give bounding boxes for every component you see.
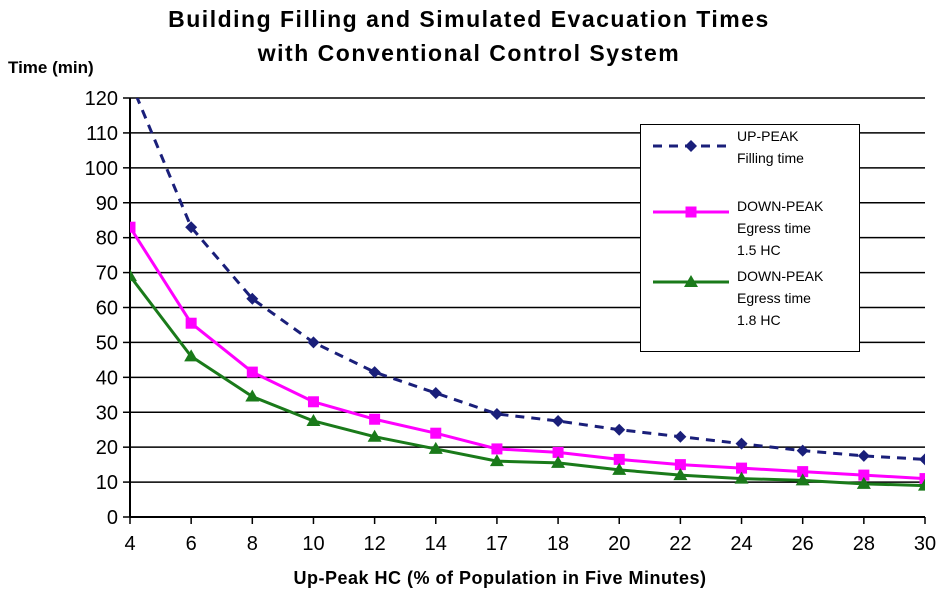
y-tick-label: 40: [96, 367, 118, 389]
x-tick-label: 30: [914, 533, 936, 555]
data-point-down-peak-1-8: [245, 389, 260, 402]
series-down-peak-1-5: [130, 221, 925, 485]
data-point-down-peak-1-5: [130, 221, 136, 233]
data-point-up-peak: [919, 453, 925, 466]
data-point-up-peak: [429, 387, 442, 400]
data-point-up-peak: [490, 407, 503, 420]
series-down-peak-1-8: [130, 269, 925, 491]
y-tick-label: 50: [96, 332, 118, 354]
y-axis-label: Time (min): [8, 58, 94, 77]
y-tick-label: 60: [96, 298, 118, 320]
data-point-down-peak-1-8: [918, 478, 925, 491]
data-point-down-peak-1-8: [612, 462, 627, 475]
chart-title-line1: Building Filling and Simulated Evacuatio…: [168, 6, 770, 32]
series-up-peak: [124, 75, 925, 466]
data-point-down-peak-1-8: [428, 441, 443, 454]
y-tick-label: 120: [85, 88, 118, 110]
x-tick-label: 20: [608, 533, 630, 555]
x-tick-label: 18: [547, 533, 569, 555]
x-tick-label: 8: [247, 533, 258, 555]
x-tick-label: 10: [302, 533, 324, 555]
data-point-up-peak: [368, 366, 381, 379]
x-tick-label: 26: [792, 533, 814, 555]
x-tick-label: 12: [363, 533, 385, 555]
y-tick-label: 30: [96, 402, 118, 424]
series-line-down-peak-1-5: [130, 226, 925, 481]
data-point-down-peak-1-8: [367, 429, 382, 442]
y-tick-label: 20: [96, 437, 118, 459]
legend-swatch-down-peak-1-8: [653, 275, 729, 287]
data-point-down-peak-1-5: [369, 413, 381, 425]
data-point-down-peak-1-8: [856, 476, 871, 489]
x-tick-label: 24: [730, 533, 752, 555]
data-point-down-peak-1-5: [307, 396, 319, 408]
legend-marker-up-peak: [685, 140, 697, 152]
x-tick-label: 14: [425, 533, 447, 555]
data-point-down-peak-1-5: [919, 473, 925, 485]
legend-label-up-peak: UP-PEAK Filling time: [737, 128, 804, 166]
y-tick-label: 90: [96, 193, 118, 215]
data-point-up-peak: [796, 444, 809, 457]
data-point-down-peak-1-5: [736, 462, 748, 474]
data-point-down-peak-1-8: [673, 468, 688, 481]
x-tick-label: 22: [669, 533, 691, 555]
legend-swatch-down-peak-1-5: [653, 206, 729, 218]
data-point-up-peak: [552, 414, 565, 427]
data-point-down-peak-1-5: [246, 366, 258, 378]
data-point-down-peak-1-5: [430, 427, 442, 439]
y-tick-label: 70: [96, 263, 118, 285]
data-point-down-peak-1-5: [552, 446, 564, 458]
legend-marker-down-peak-1-8: [684, 275, 698, 287]
data-point-up-peak: [674, 430, 687, 443]
data-point-down-peak-1-8: [184, 349, 199, 362]
legend: UP-PEAK Filling time DOWN-PEAK Egress ti…: [640, 124, 860, 352]
data-point-down-peak-1-8: [489, 454, 504, 467]
data-point-down-peak-1-5: [797, 466, 809, 478]
data-point-down-peak-1-5: [613, 453, 625, 465]
data-point-up-peak: [246, 292, 259, 305]
legend-label-down-peak-1-5: DOWN-PEAK Egress time 1.5 HC: [737, 198, 824, 258]
y-tick-label: 110: [86, 123, 118, 145]
x-tick-label: 4: [124, 533, 135, 555]
legend-swatch-up-peak: [653, 140, 729, 152]
data-point-down-peak-1-5: [858, 469, 870, 481]
legend-marker-down-peak-1-5: [685, 206, 697, 218]
data-point-down-peak-1-5: [185, 317, 197, 329]
legend-label-down-peak-1-8: DOWN-PEAK Egress time 1.8 HC: [737, 268, 824, 328]
data-point-up-peak: [857, 449, 870, 462]
y-tick-label: 80: [96, 228, 118, 250]
data-point-down-peak-1-5: [491, 443, 503, 455]
data-point-up-peak: [124, 75, 136, 87]
y-tick-label: 0: [107, 507, 118, 529]
data-point-up-peak: [735, 437, 748, 450]
data-point-down-peak-1-8: [734, 471, 749, 484]
chart-title-line2: with Conventional Control System: [257, 40, 681, 66]
data-point-down-peak-1-5: [674, 459, 686, 471]
data-point-down-peak-1-8: [306, 413, 321, 426]
x-axis-label: Up-Peak HC (% of Population in Five Minu…: [293, 568, 707, 588]
x-tick-label: 17: [486, 533, 508, 555]
data-point-down-peak-1-8: [551, 455, 566, 468]
y-tick-label: 10: [96, 472, 118, 494]
x-tick-label: 6: [186, 533, 197, 555]
y-tick-label: 100: [85, 158, 118, 180]
data-point-down-peak-1-8: [130, 269, 137, 282]
x-tick-label: 28: [853, 533, 875, 555]
data-point-up-peak: [613, 423, 626, 436]
series-line-up-peak: [135, 98, 925, 461]
data-point-up-peak: [307, 336, 320, 349]
data-point-up-peak: [185, 221, 198, 234]
data-point-down-peak-1-8: [795, 473, 810, 486]
series-line-down-peak-1-8: [130, 275, 925, 488]
